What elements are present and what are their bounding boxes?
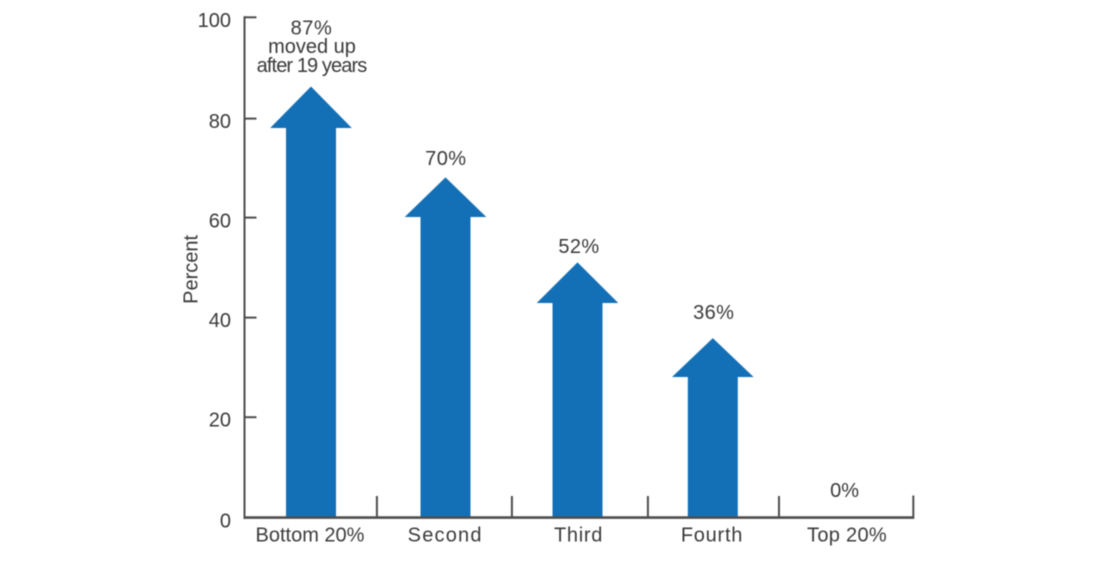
- svg-text:Top 20%: Top 20%: [807, 525, 887, 547]
- svg-text:87%: 87%: [291, 18, 333, 40]
- svg-text:after 19 years: after 19 years: [257, 55, 368, 77]
- svg-text:80: 80: [209, 111, 231, 133]
- svg-text:60: 60: [209, 211, 231, 233]
- svg-text:0%: 0%: [830, 480, 859, 502]
- svg-text:20: 20: [209, 409, 231, 431]
- svg-text:100: 100: [198, 10, 231, 32]
- svg-text:Third: Third: [554, 525, 603, 547]
- svg-text:52%: 52%: [558, 236, 599, 258]
- svg-text:40: 40: [209, 310, 231, 332]
- svg-text:Bottom 20%: Bottom 20%: [256, 525, 365, 547]
- svg-text:Second: Second: [408, 525, 483, 547]
- svg-text:moved up: moved up: [268, 36, 356, 58]
- svg-text:36%: 36%: [693, 302, 734, 324]
- svg-text:Percent: Percent: [180, 234, 202, 303]
- svg-text:0: 0: [220, 510, 231, 532]
- svg-text:Fourth: Fourth: [681, 525, 743, 547]
- svg-text:70%: 70%: [425, 148, 466, 170]
